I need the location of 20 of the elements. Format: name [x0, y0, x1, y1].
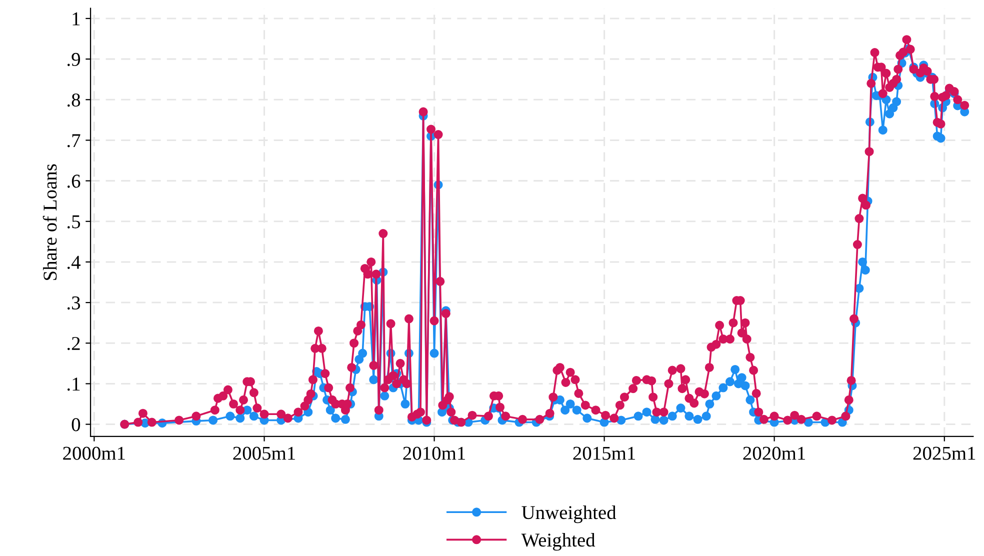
y-tick-label: .4: [68, 256, 80, 269]
y-tick-label: .7: [68, 134, 80, 148]
legend-label: Weighted: [521, 532, 596, 551]
y-tick-label: .1: [68, 378, 80, 391]
x-tick-label: 2020m1: [743, 446, 805, 460]
y-tick-label: 1: [72, 12, 80, 26]
x-tick-label: 2025m1: [913, 446, 976, 460]
legend-label: Unweighted: [522, 505, 616, 524]
x-tick-label: 2000m1: [63, 446, 125, 460]
y-axis-title: Share of Loans: [42, 164, 57, 280]
y-tick-label: 0: [72, 418, 80, 432]
y-tick-label: .5: [68, 215, 80, 228]
y-tick-label: .9: [68, 52, 80, 66]
y-tick-label: .8: [68, 93, 80, 107]
y-tick-label: .3: [68, 296, 80, 310]
x-tick-label: 2005m1: [233, 446, 295, 460]
y-tick-label: .6: [68, 174, 80, 188]
y-tick-label: .2: [68, 336, 80, 350]
x-tick-label: 2010m1: [403, 446, 465, 460]
x-tick-label: 2015m1: [573, 446, 635, 460]
